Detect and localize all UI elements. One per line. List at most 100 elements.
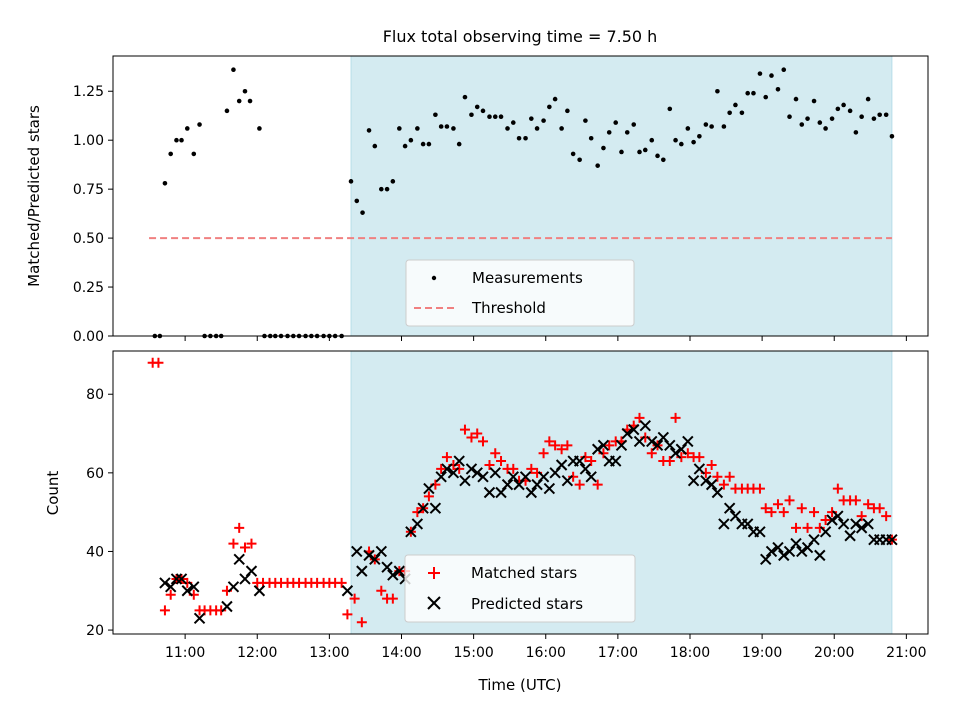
measurement-point — [162, 180, 168, 186]
predicted-star-point — [381, 561, 393, 573]
matched-star-point — [863, 499, 874, 510]
measurement-point — [474, 104, 480, 110]
top-x-ticks — [184, 336, 907, 341]
predicted-star-point — [591, 443, 604, 455]
top-y-tick-label: 0.25 — [73, 280, 104, 296]
measurement-point — [588, 135, 594, 141]
matched-star-point — [766, 507, 777, 518]
chart-title: Flux total observing time = 7.50 h — [383, 27, 658, 46]
measurement-point — [541, 118, 546, 123]
matched-star-point — [598, 448, 609, 459]
predicted-star-point — [543, 482, 556, 495]
matched-star-point — [477, 436, 488, 447]
matched-star-point — [580, 452, 591, 463]
bottom-y-tick-label: 60 — [86, 466, 104, 482]
predicted-star-point — [765, 545, 778, 558]
predicted-star-point — [573, 455, 586, 467]
measurement-point — [360, 210, 365, 215]
measurement-point — [757, 71, 763, 76]
predicted-star-point — [170, 573, 183, 585]
x-tick-label: 13:00 — [309, 645, 349, 661]
predicted-star-point — [585, 471, 597, 483]
predicted-star-point — [537, 471, 550, 483]
predicted-star-point — [790, 537, 802, 550]
top-y-tick-label: 0.00 — [73, 329, 104, 345]
legend-predicted-label: Predicted stars — [471, 595, 583, 613]
bottom-legend: Matched stars Predicted stars — [404, 554, 636, 623]
measurement-point — [366, 128, 372, 133]
predicted-star-point — [615, 439, 628, 452]
top-legend-box — [405, 259, 635, 327]
measurement-point — [379, 186, 384, 192]
measurement-point — [179, 137, 184, 143]
matched-star-point — [556, 444, 567, 455]
measurement-point — [841, 102, 846, 108]
measurement-point — [174, 137, 179, 143]
matched-star-point — [239, 542, 250, 553]
measurement-point — [224, 108, 230, 114]
measurement-point — [559, 126, 564, 131]
x-tick-label: 16:00 — [526, 645, 566, 661]
measurement-point — [168, 151, 173, 157]
measurement-point — [438, 124, 444, 129]
measurement-point — [354, 198, 360, 204]
legend-threshold-label: Threshold — [471, 299, 546, 317]
measurement-point — [397, 126, 402, 131]
measurement-point — [709, 124, 714, 129]
predicted-star-point — [447, 467, 460, 479]
matched-star-point — [349, 593, 360, 604]
matched-star-point — [574, 479, 585, 490]
matched-star-point — [856, 511, 867, 522]
measurement-point — [231, 67, 236, 73]
measurement-point — [889, 133, 895, 139]
predicted-star-point — [245, 565, 258, 577]
measurement-point — [257, 126, 262, 131]
predicted-star-point — [477, 471, 489, 483]
predicted-star-point — [682, 435, 694, 448]
predicted-star-point — [711, 486, 724, 499]
legend-matched-label: Matched stars — [471, 564, 577, 582]
matched-star-point — [550, 440, 561, 451]
matched-star-point — [387, 593, 398, 604]
bottom-y-tick-label: 20 — [86, 623, 104, 639]
measurement-point — [462, 94, 468, 100]
predicted-star-point — [471, 467, 483, 479]
x-tick-label: 11:00 — [165, 645, 205, 661]
bottom-panel-frame — [112, 350, 929, 635]
predicted-star-point — [423, 482, 435, 495]
matched-star-point — [356, 617, 367, 628]
predicted-star-point — [886, 533, 898, 546]
predicted-star-point — [579, 463, 592, 475]
x-tick-label: 19:00 — [742, 645, 782, 661]
matched-star-point — [791, 522, 802, 533]
top-panel-frame — [112, 55, 929, 337]
measurement-point — [565, 108, 570, 114]
measurement-point — [384, 186, 390, 192]
measurement-point — [733, 102, 738, 108]
predicted-star-point — [687, 475, 700, 487]
measurement-point — [480, 108, 486, 114]
predicted-star-point — [819, 526, 832, 538]
x-tick-label: 20:00 — [814, 645, 854, 661]
matched-star-point — [159, 605, 170, 616]
measurement-point — [451, 126, 456, 131]
measurement-point — [547, 104, 552, 110]
predicted-star-point — [754, 526, 766, 538]
matched-star-point — [342, 609, 353, 620]
measurement-point — [829, 116, 835, 121]
measurement-point — [498, 114, 504, 119]
predicted-star-point — [837, 518, 850, 530]
matched-star-point — [586, 456, 597, 467]
measurement-point — [402, 143, 408, 149]
measurement-point — [184, 126, 190, 131]
predicted-star-point — [525, 486, 538, 499]
matched-star-point — [832, 483, 843, 494]
matched-star-point — [153, 357, 164, 368]
predicted-star-point — [844, 530, 856, 542]
matched-star-point — [526, 463, 537, 474]
predicted-star-point — [435, 471, 447, 483]
measurement-point — [372, 143, 378, 149]
matched-star-point — [216, 605, 227, 616]
measurement-point — [577, 157, 582, 163]
measurement-point — [751, 90, 756, 96]
